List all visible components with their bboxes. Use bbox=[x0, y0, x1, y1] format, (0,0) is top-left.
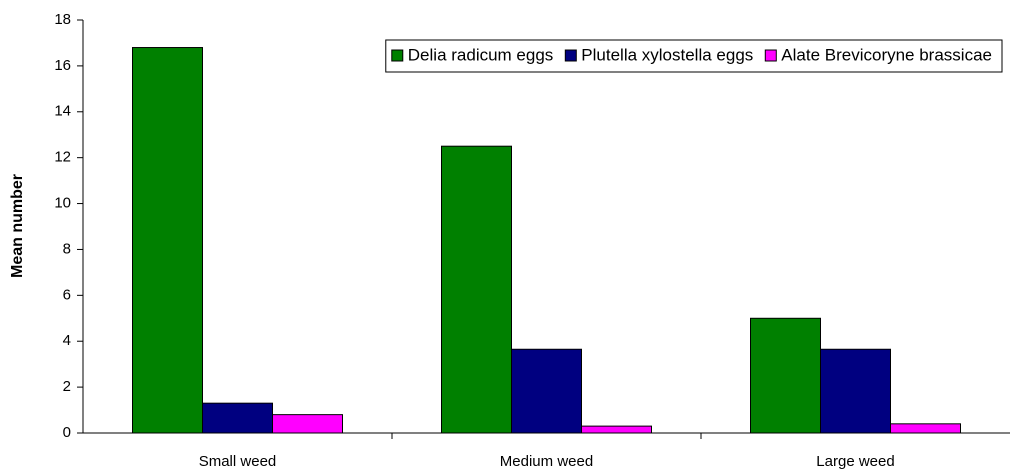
y-tick-label: 10 bbox=[54, 195, 71, 212]
bar bbox=[750, 317, 821, 434]
y-axis-label: Mean number bbox=[9, 174, 26, 278]
legend-label: Plutella xylostella eggs bbox=[581, 45, 753, 64]
legend-swatch bbox=[764, 49, 777, 62]
y-tick-label: 0 bbox=[63, 424, 71, 441]
legend-swatch bbox=[391, 49, 404, 62]
bar bbox=[272, 414, 343, 434]
legend-box bbox=[385, 39, 1003, 73]
x-tick-label: Small weed bbox=[199, 453, 277, 470]
legend-swatch bbox=[564, 49, 577, 62]
bar bbox=[511, 348, 582, 434]
y-tick-label: 2 bbox=[63, 378, 71, 395]
bar bbox=[581, 425, 652, 434]
x-tick-label: Medium weed bbox=[500, 453, 593, 470]
y-tick-label: 18 bbox=[54, 11, 71, 28]
y-tick-label: 16 bbox=[54, 57, 71, 74]
legend-label: Delia radicum eggs bbox=[408, 45, 554, 64]
y-tick-label: 12 bbox=[54, 149, 71, 166]
bar bbox=[202, 402, 273, 434]
y-tick-label: 4 bbox=[63, 332, 71, 349]
y-tick-label: 14 bbox=[54, 103, 71, 120]
bar bbox=[132, 47, 203, 434]
bar bbox=[820, 348, 891, 434]
y-tick-label: 6 bbox=[63, 286, 71, 303]
bar bbox=[441, 145, 512, 434]
bar bbox=[890, 423, 961, 434]
y-tick-label: 8 bbox=[63, 240, 71, 257]
legend-label: Alate Brevicoryne brassicae bbox=[781, 45, 992, 64]
x-tick-label: Large weed bbox=[816, 453, 894, 470]
